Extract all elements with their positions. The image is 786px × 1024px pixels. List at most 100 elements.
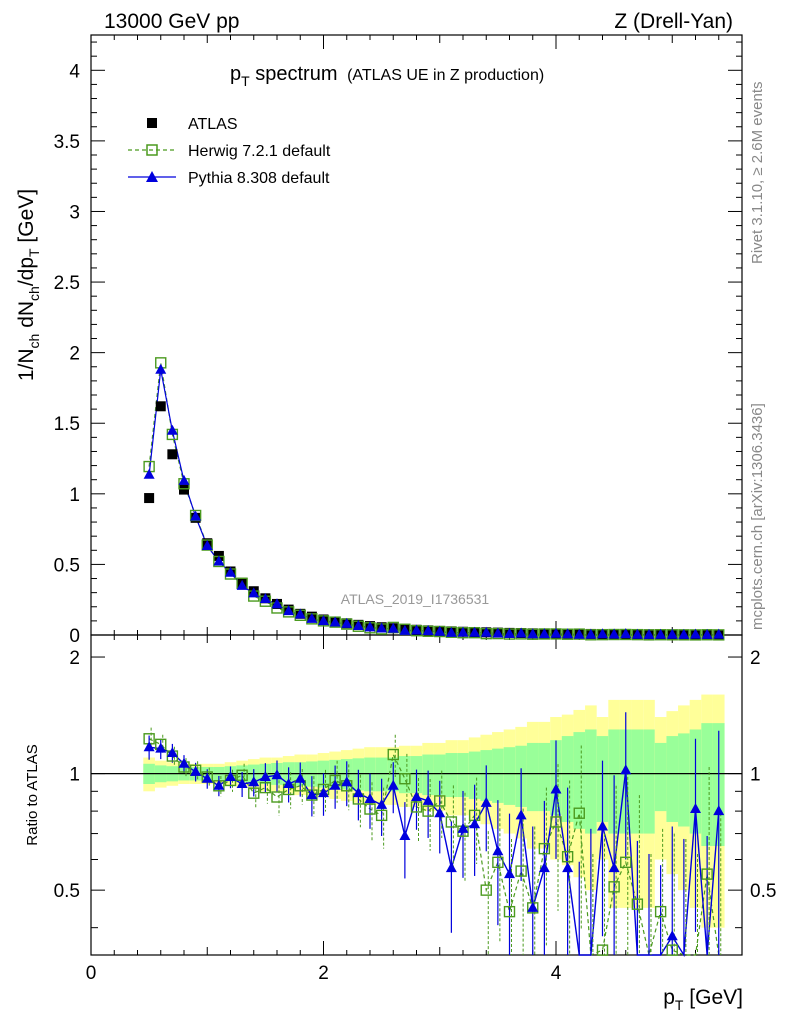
pythia-point [690,628,701,639]
band-inner [526,742,539,812]
band-inner [457,753,469,798]
band-inner [643,729,655,834]
pythia-point [329,616,341,627]
herwig-ratio-point [364,803,376,815]
pythia-point [306,612,318,623]
pythia-ratio-point [480,796,492,807]
herwig-ratio-point [550,816,562,828]
herwig-ratio-point [248,787,260,799]
herwig-ratio-point [271,791,283,803]
pythia-ratio-point [434,807,446,818]
herwig-ratio-point [561,851,574,863]
pythia-ratio-point [213,779,225,790]
herwig-ratio-point [375,809,388,822]
pythia-point [550,627,562,638]
pythia-ratio-point [376,798,388,809]
legend-marker-pythia [146,171,158,182]
pythia-point [678,628,690,639]
band-inner [666,736,679,822]
pythia-ratio-point [341,776,353,787]
pythia-ratio-point [306,789,318,800]
ratio-tick-label-right: 1 [750,765,761,786]
pythia-point [399,624,411,635]
analysis-id: ATLAS_2019_I1736531 [341,591,490,607]
band-inner [678,733,690,827]
herwig-ratio-point [410,801,423,813]
pythia-point [352,619,364,630]
pythia-ratio-point [457,822,469,833]
pythia-ratio-point [504,868,515,879]
x-tick-label: 2 [318,963,329,984]
pythia-ratio-point [515,809,527,820]
x-tick-label: 4 [551,963,562,984]
rivet-label: Rivet 3.1.10, ≥ 2.6M events [749,82,766,265]
herwig-ratio-point [538,842,551,855]
y-tick-label: 0 [69,626,80,647]
ratio-tick-label: 2 [69,648,80,669]
band-inner [445,753,458,798]
pythia-point [608,628,620,639]
band-inner [375,757,388,792]
band-inner [561,736,574,822]
herwig-ratio-point [515,865,527,877]
y-tick-label: 1.5 [54,414,80,435]
pythia-ratio-point [271,769,283,780]
pythia-point [201,539,213,550]
header-right: Z (Drell-Yan) [614,10,733,33]
pythia-point [155,363,167,374]
pythia-point [213,555,225,566]
legend: ATLAS Herwig 7.2.1 default Pythia 8.308 … [128,116,331,187]
pythia-ratio-point [318,787,329,798]
x-axis-label: pT [GeV] [663,986,743,1013]
y-tick-label: 3.5 [54,132,80,153]
pythia-ratio-point [259,770,271,781]
pythia-point [318,615,329,626]
pythia-point [190,510,202,521]
band-inner [585,729,597,834]
pythia-ratio-point [608,862,620,873]
pythia-point [480,626,492,637]
pythia-ratio-point [538,862,550,873]
pythia-point [143,468,155,479]
pythia-point [271,598,283,609]
ratio-tick-label-right: 0.5 [750,881,776,902]
pythia-point [666,628,678,639]
pythia-ratio-point [399,829,411,840]
pythia-ratio-point [190,765,202,776]
pythia-ratio-point [620,764,632,775]
pythia-ratio-point [143,741,155,752]
x-tick-label: 0 [86,963,97,984]
pythia-point [294,608,306,619]
pythia-ratio-point [562,862,574,873]
pythia-point [434,625,446,636]
pythia-ratio-point [597,820,608,831]
pythia-point [585,628,597,639]
chart-title: pT spectrum (ATLAS UE in Z production) [230,63,544,89]
pythia-ratio-point [527,901,539,912]
pythia-point [411,624,422,635]
pythia-point [643,628,655,639]
pythia-ratio-point [422,794,434,805]
herwig-ratio-point [434,795,446,807]
pythia-point [376,622,388,633]
pythia-ratio-point [236,777,248,788]
series-layer [143,357,725,958]
band-inner [468,751,481,799]
pythia-point [457,626,469,637]
pythia-point [655,628,667,639]
pythia-point [445,626,457,637]
pythia-ratio-point [201,772,213,783]
pythia-ratio-point [411,791,422,802]
pythia-point [492,627,504,638]
pythia-point [248,587,260,598]
y-tick-label: 3 [69,202,80,223]
herwig-ratio-point [387,748,399,761]
band-inner [701,723,713,847]
y-axis-label: 1/Nch dNch/dpT [GeV] [15,189,42,381]
atlas-point [179,484,189,495]
pythia-point [538,628,550,639]
pythia-ratio-point [225,770,236,781]
pythia-point [341,617,353,628]
legend-label-herwig: Herwig 7.2.1 default [188,143,331,160]
herwig-ratio-point [701,868,713,880]
